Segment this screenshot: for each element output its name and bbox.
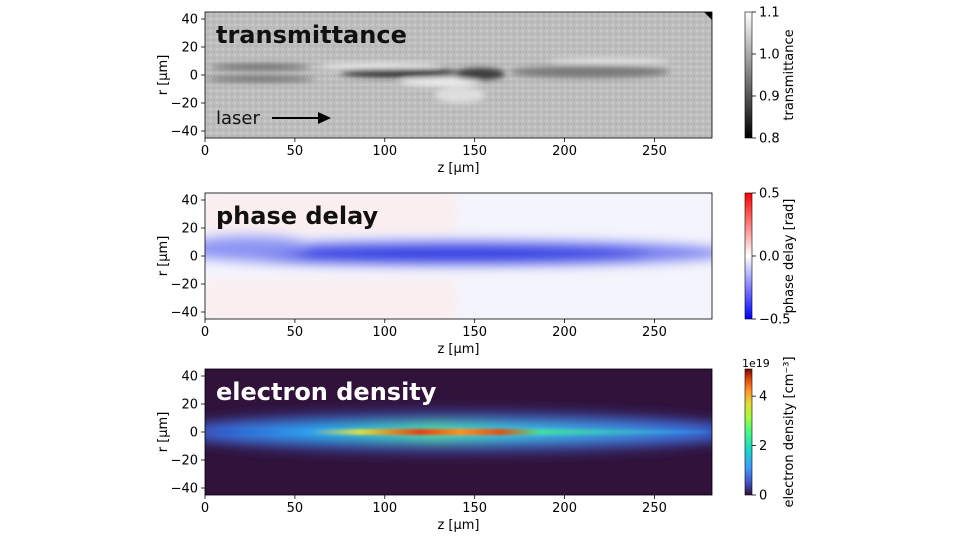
y-tick-label: 0 [190, 69, 198, 84]
y-tick-label: −40 [171, 125, 198, 140]
y-tick-label: 20 [181, 222, 198, 237]
y-axis-label: r [µm] [156, 412, 171, 453]
y-tick-label: −20 [171, 454, 198, 469]
y-tick-label: −20 [171, 97, 198, 112]
x-axis-label: z [µm] [437, 161, 479, 176]
x-tick-label: 150 [462, 144, 487, 159]
laser-annotation: laser [216, 108, 260, 129]
colorbar-phase-delay [744, 192, 753, 320]
x-tick-label: 150 [462, 325, 487, 340]
arrow-right-icon [272, 112, 331, 124]
x-tick-label: 0 [201, 144, 209, 159]
y-tick-label: 40 [181, 13, 198, 28]
colorbar-electron-density [744, 368, 753, 496]
colorbar-tick-label: −0.5 [759, 313, 791, 328]
y-axis-label: r [µm] [156, 236, 171, 277]
panel-label-phase-delay: phase delay [216, 202, 379, 230]
y-tick-label: 40 [181, 194, 198, 209]
phase-delay-heatmap [205, 193, 712, 319]
y-tick-label: −40 [171, 482, 198, 497]
colorbar-tick-label: 0.9 [759, 90, 780, 105]
y-axis-label: r [µm] [156, 55, 171, 96]
x-tick-label: 100 [372, 325, 397, 340]
panel-label-transmittance: transmittance [216, 21, 407, 49]
x-tick-label: 250 [642, 501, 667, 516]
x-tick-label: 0 [201, 325, 209, 340]
x-tick-label: 200 [552, 144, 577, 159]
x-tick-label: 0 [201, 501, 209, 516]
x-axis-label: z [µm] [437, 342, 479, 357]
y-tick-label: 40 [181, 370, 198, 385]
y-tick-label: 0 [190, 426, 198, 441]
colorbar-label: transmittance [782, 29, 797, 120]
y-tick-label: 20 [181, 398, 198, 413]
panel-label-electron-density: electron density [216, 378, 437, 406]
x-tick-label: 50 [287, 144, 304, 159]
x-axis-label: z [µm] [437, 518, 479, 533]
colorbar-tick-label: 2 [759, 439, 767, 454]
colorbar-label: electron density [cm⁻³] [782, 356, 797, 507]
x-tick-label: 250 [642, 325, 667, 340]
x-tick-label: 100 [372, 501, 397, 516]
colorbar-transmittance [744, 11, 753, 139]
x-tick-label: 200 [552, 325, 577, 340]
x-tick-label: 50 [287, 325, 304, 340]
colorbar-tick-label: 0 [759, 489, 767, 504]
colorbar-offset-text: 1e19 [742, 357, 770, 370]
x-tick-label: 100 [372, 144, 397, 159]
y-tick-label: 20 [181, 41, 198, 56]
x-tick-label: 250 [642, 144, 667, 159]
y-tick-label: 0 [190, 250, 198, 265]
colorbar-tick-label: 0.5 [759, 187, 780, 202]
colorbar-tick-label: 4 [759, 390, 767, 405]
x-tick-label: 150 [462, 501, 487, 516]
colorbar-tick-label: 1.0 [759, 48, 780, 63]
colorbar-tick-label: 0.0 [759, 250, 780, 265]
y-tick-label: −40 [171, 306, 198, 321]
y-tick-label: −20 [171, 278, 198, 293]
colorbar-tick-label: 0.8 [759, 132, 780, 147]
colorbar-tick-label: 1.1 [759, 6, 780, 21]
x-tick-label: 200 [552, 501, 577, 516]
electron-density-heatmap [205, 369, 712, 495]
x-tick-label: 50 [287, 501, 304, 516]
colorbar-label: phase delay [rad] [782, 199, 797, 314]
